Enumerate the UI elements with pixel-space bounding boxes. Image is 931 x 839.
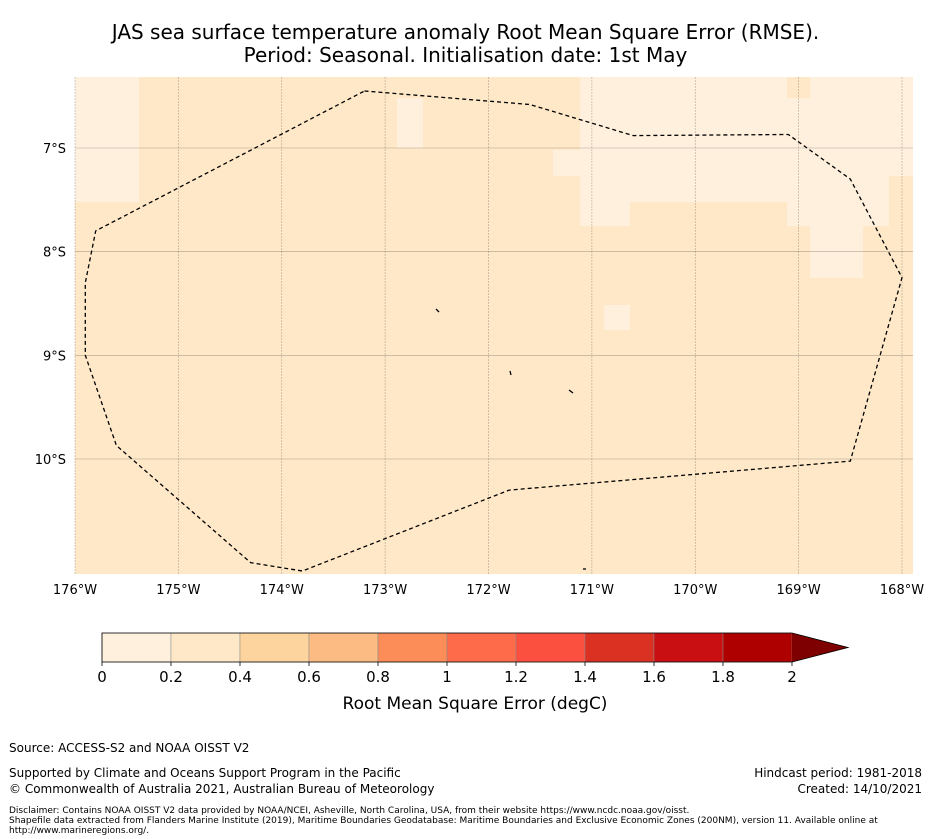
colorbar-segment <box>446 632 517 663</box>
colorbar-tick-label: 1.8 <box>711 668 735 686</box>
colorbar-tick-label: 1.2 <box>504 668 528 686</box>
colorbar-tick-label: 1.4 <box>573 668 597 686</box>
longitude-tick-labels: 176°W 175°W 174°W 173°W 172°W 171°W 170°W 169°W… <box>53 583 924 598</box>
lon-tick-label: 171°W <box>570 583 614 598</box>
low-error-cell <box>604 305 630 330</box>
colorbar-segment <box>653 632 724 663</box>
colorbar-segment <box>170 632 241 663</box>
lon-tick-label: 174°W <box>260 583 304 598</box>
disclaimer-line2: Shapefile data extracted from Flanders M… <box>9 816 878 836</box>
colorbar-segment <box>377 632 448 663</box>
created-text: Created: 14/10/2021 <box>797 782 922 796</box>
hindcast-text: Hindcast period: 1981-2018 <box>754 766 922 780</box>
colorbar-tick-label: 0.8 <box>366 668 390 686</box>
lon-tick-label: 168°W <box>880 583 924 598</box>
lon-tick-label: 172°W <box>466 583 510 598</box>
colorbar-tick-label: 1.6 <box>642 668 666 686</box>
colorbar-label: Root Mean Square Error (degC) <box>343 694 608 714</box>
low-error-cell <box>75 98 139 202</box>
lat-tick-label: 8°S <box>43 246 66 261</box>
low-error-cell <box>580 77 787 150</box>
low-error-cell <box>397 98 423 148</box>
colorbar-tick-label: 1 <box>442 668 452 686</box>
eez-boundary <box>84 90 903 572</box>
colorbar <box>101 632 850 663</box>
colorbar-tick-label: 0.4 <box>228 668 252 686</box>
map-title-line2: Period: Seasonal. Initialisation date: 1… <box>243 43 688 67</box>
lon-tick-label: 173°W <box>363 583 407 598</box>
lon-tick-label: 169°W <box>777 583 821 598</box>
lat-tick-label: 7°S <box>43 142 66 157</box>
low-error-cell <box>810 226 863 278</box>
lat-tick-label: 10°S <box>35 453 66 468</box>
colorbar-tick-label: 0 <box>97 668 107 686</box>
colorbar-segment <box>308 632 379 663</box>
latitude-tick-labels: 7°S 8°S 9°S 10°S <box>35 142 66 468</box>
source-text: Source: ACCESS-S2 and NOAA OISST V2 <box>9 741 250 755</box>
lon-tick-label: 175°W <box>156 583 200 598</box>
colorbar-segment <box>515 632 586 663</box>
lon-tick-label: 170°W <box>673 583 717 598</box>
colorbar-segment <box>584 632 655 663</box>
disclaimer: Disclaimer: Contains NOAA OISST V2 data … <box>9 806 924 836</box>
copyright-text: © Commonwealth of Australia 2021, Austra… <box>9 782 435 796</box>
supported-text: Supported by Climate and Oceans Support … <box>9 766 401 780</box>
islands <box>435 308 586 570</box>
colorbar-segment <box>722 632 793 663</box>
low-error-cell <box>580 176 889 202</box>
low-error-cell <box>75 77 87 98</box>
low-error-cell <box>580 202 630 226</box>
map-area <box>74 77 913 574</box>
lat-tick-label: 9°S <box>43 349 66 364</box>
map-title-line1: JAS sea surface temperature anomaly Root… <box>111 20 820 44</box>
colorbar-segment <box>101 632 172 663</box>
lon-tick-label: 176°W <box>53 583 97 598</box>
colorbar-segment <box>239 632 310 663</box>
low-error-cell <box>87 77 139 98</box>
gridlines <box>74 77 913 574</box>
low-error-cell <box>787 202 889 226</box>
colorbar-tick-labels: 0 0.2 0.4 0.6 0.8 1 1.2 1.4 1.6 1.8 2 <box>97 662 797 686</box>
island-atafu <box>435 308 440 313</box>
colorbar-outline <box>101 632 850 663</box>
low-error-cell <box>553 150 913 176</box>
colorbar-tick-label: 0.2 <box>159 668 183 686</box>
disclaimer-line1: Disclaimer: Contains NOAA OISST V2 data … <box>9 806 690 816</box>
low-error-cell <box>810 77 913 150</box>
colorbar-extend-arrow <box>792 633 848 662</box>
colorbar-tick-label: 2 <box>787 668 797 686</box>
island-nukunonu <box>509 370 512 376</box>
island-fakaofo <box>568 389 574 394</box>
colorbar-tick-label: 0.6 <box>297 668 321 686</box>
